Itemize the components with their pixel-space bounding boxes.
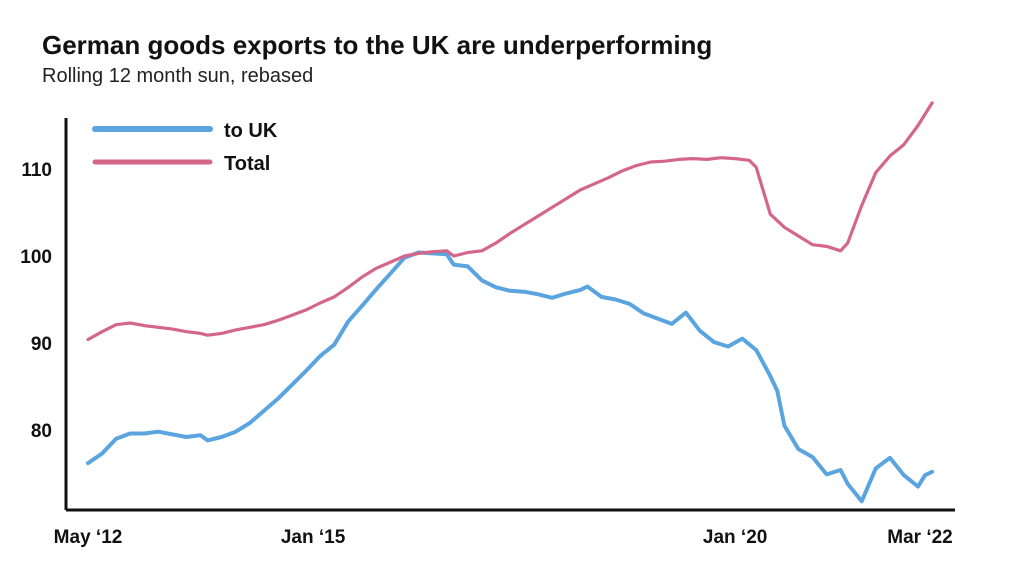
x-tick-label-3: Mar ‘22 xyxy=(887,527,952,548)
y-tick-label-80: 80 xyxy=(31,421,52,442)
legend-label-to-uk: to UK xyxy=(224,120,278,142)
x-tick-labels: May ‘12 Jan ‘15 Jan ‘20 Mar ‘22 xyxy=(54,527,953,548)
legend-label-total: Total xyxy=(224,153,270,175)
series-line-to-uk xyxy=(86,250,935,504)
y-tick-label-100: 100 xyxy=(20,247,52,268)
series-line-total xyxy=(86,101,934,342)
chart-title: German goods exports to the UK are under… xyxy=(42,30,712,60)
x-tick-label-2: Jan ‘20 xyxy=(703,527,767,548)
series-lines xyxy=(86,101,935,504)
x-tick-label-0: May ‘12 xyxy=(54,527,123,548)
chart-subtitle: Rolling 12 month sun, rebased xyxy=(42,65,313,87)
y-tick-label-90: 90 xyxy=(31,334,52,355)
legend: to UK Total xyxy=(92,120,278,175)
x-tick-label-1: Jan ‘15 xyxy=(281,527,346,548)
y-tick-labels: 80 90 100 110 xyxy=(20,160,52,442)
y-tick-label-110: 110 xyxy=(21,160,52,181)
